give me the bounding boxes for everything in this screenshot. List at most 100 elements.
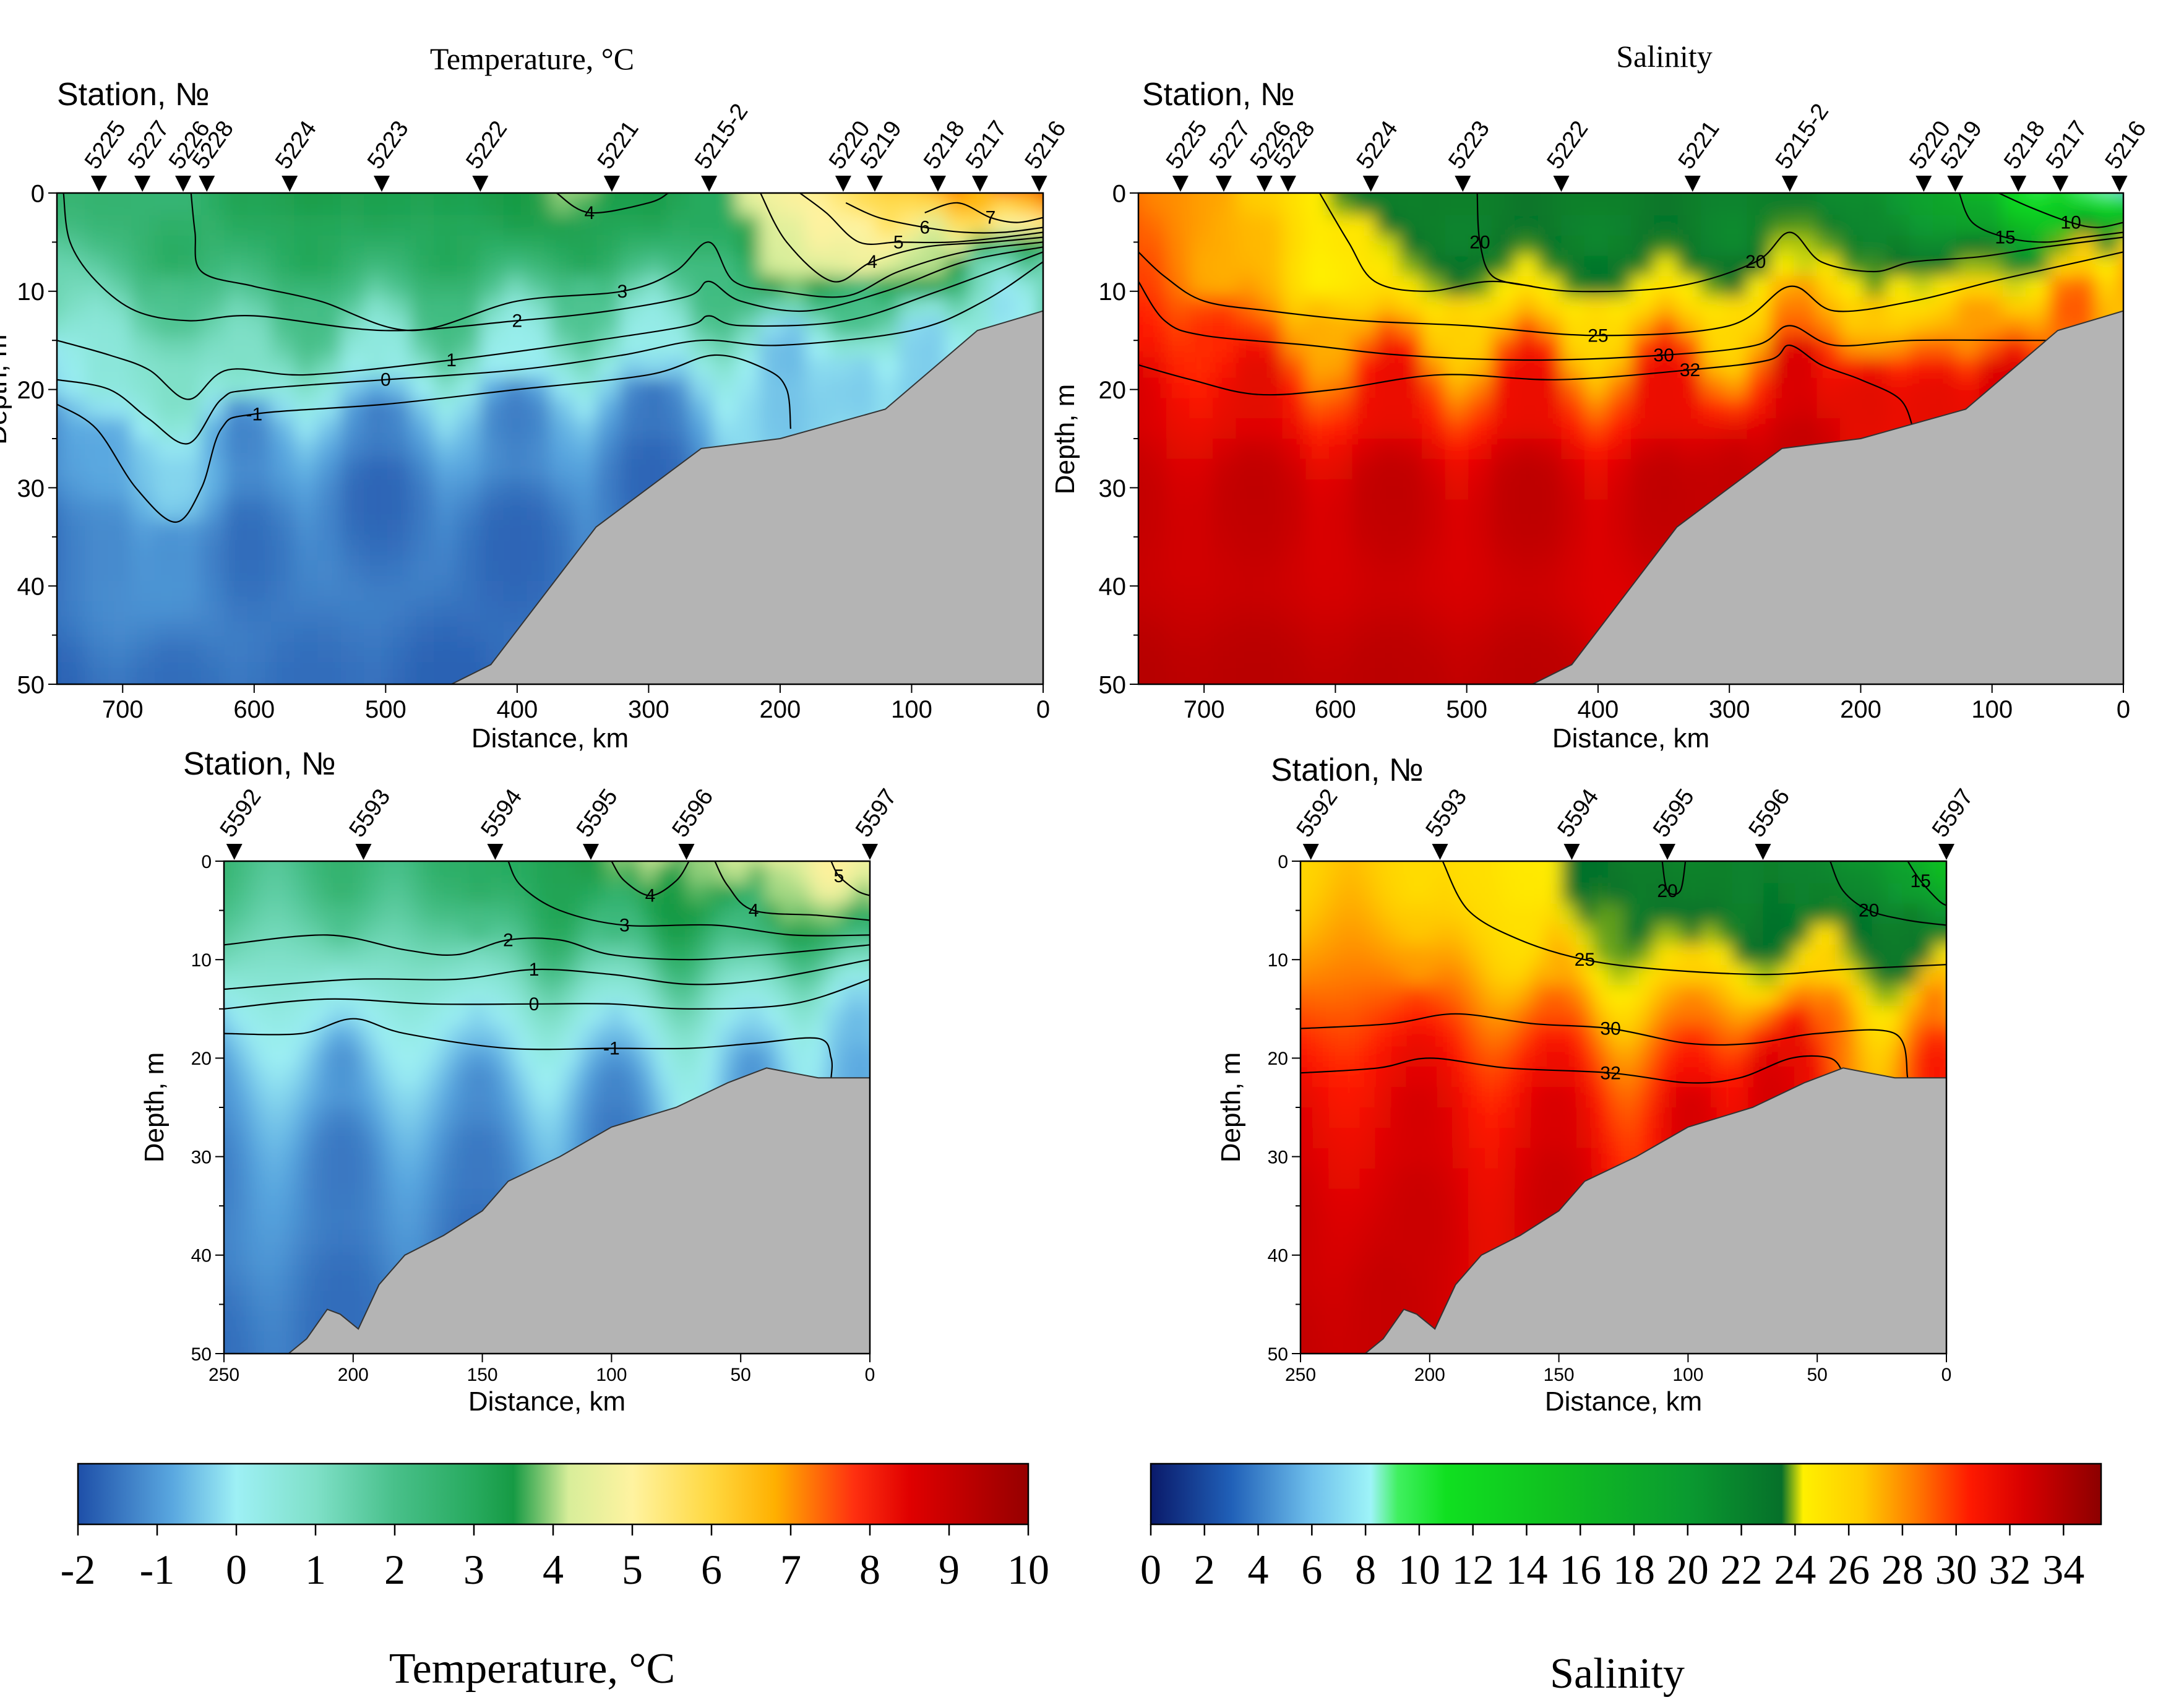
field-cell — [1305, 458, 1330, 480]
field-cell — [1933, 193, 1957, 195]
field-cell — [1344, 1087, 1361, 1108]
field-cell — [573, 235, 598, 257]
field-cell — [1138, 296, 1144, 317]
field-cell — [85, 479, 109, 500]
field-cell — [1344, 1005, 1361, 1027]
field-cell — [593, 883, 610, 904]
field-cell — [57, 215, 62, 236]
field-cell — [503, 398, 528, 419]
field-cell — [283, 944, 299, 966]
field-cell — [1421, 1127, 1438, 1149]
field-cell — [270, 398, 295, 419]
field-cell — [1344, 883, 1361, 904]
field-cell — [640, 944, 656, 966]
field-cell — [1305, 296, 1330, 317]
field-cell — [655, 985, 672, 1007]
field-cell — [434, 540, 458, 561]
field-cell — [1607, 1067, 1624, 1088]
field-cell — [1259, 580, 1283, 602]
field-cell — [1398, 662, 1422, 684]
field-cell — [550, 439, 574, 460]
field-cell — [689, 193, 714, 195]
field-cell — [1468, 861, 1485, 864]
contour-line — [611, 861, 690, 896]
field-cell — [364, 194, 388, 216]
field-cell — [1499, 1026, 1516, 1047]
field-cell — [469, 1127, 486, 1149]
field-cell — [593, 924, 610, 945]
field-cell — [1421, 1087, 1438, 1108]
field-cell — [1584, 479, 1609, 500]
field-cell — [1301, 944, 1314, 966]
field-cell — [1138, 540, 1144, 561]
field-cell — [686, 964, 703, 986]
field-cell — [1561, 520, 1585, 541]
field-cell — [1716, 1026, 1733, 1047]
field-cell — [1979, 256, 2003, 277]
x-tick-label: 500 — [365, 696, 406, 723]
field-cell — [1793, 256, 1818, 277]
field-cell — [294, 276, 319, 297]
field-cell — [1841, 964, 1857, 986]
field-cell — [267, 964, 284, 986]
field-cell — [1422, 276, 1446, 297]
field-cell — [736, 377, 760, 399]
field-cell — [423, 862, 439, 884]
field-cell — [155, 439, 179, 460]
field-cell — [364, 621, 388, 643]
field-cell — [643, 235, 667, 257]
field-cell — [1313, 1270, 1330, 1292]
field-cell — [224, 1026, 238, 1047]
field-cell — [795, 1352, 812, 1354]
field-cell — [155, 337, 179, 358]
field-cell — [1732, 862, 1748, 884]
field-cell — [1468, 520, 1492, 541]
field-cell — [364, 642, 388, 663]
field-cell — [438, 1188, 455, 1210]
field-cell — [655, 1067, 672, 1088]
x-axis-label: Distance, km — [468, 1386, 626, 1417]
field-cell — [480, 357, 504, 379]
field-cell — [329, 985, 346, 1007]
contour-label: 15 — [1911, 871, 1931, 891]
field-cell — [387, 316, 411, 338]
field-cell — [1747, 215, 1771, 236]
field-cell — [1344, 1331, 1361, 1353]
station-label: 5227 — [123, 116, 174, 174]
field-cell — [1189, 560, 1214, 582]
field-cell — [61, 621, 86, 643]
field-cell — [1138, 479, 1144, 500]
field-cell — [1236, 642, 1260, 663]
field-cell — [1390, 903, 1407, 925]
x-tick-label: 600 — [233, 696, 275, 723]
field-cell — [392, 1046, 408, 1068]
field-cell — [1770, 337, 1794, 358]
field-cell — [1491, 458, 1516, 480]
colorbar-tick-label: 0 — [1140, 1546, 1161, 1593]
field-cell — [224, 1250, 238, 1271]
field-cell — [85, 337, 109, 358]
field-cell — [1305, 601, 1330, 622]
field-cell — [1422, 296, 1446, 317]
field-cell — [1654, 418, 1678, 439]
field-cell — [1825, 1005, 1842, 1027]
field-cell — [364, 235, 388, 257]
field-cell — [1607, 193, 1632, 195]
field-cell — [1282, 883, 1298, 904]
field-cell — [2002, 256, 2027, 277]
field-cell — [1576, 1046, 1593, 1068]
field-cell — [1793, 377, 1818, 399]
field-cell — [1236, 439, 1260, 460]
field-cell — [1677, 296, 1701, 317]
field-cell — [1561, 1046, 1578, 1068]
field-cell — [480, 235, 504, 257]
field-cell — [360, 1229, 377, 1251]
field-cell — [1778, 944, 1795, 966]
field-cell — [503, 479, 528, 500]
field-cell — [1406, 1127, 1422, 1149]
field-cell — [178, 479, 202, 500]
field-cell — [410, 235, 435, 257]
field-cell — [1670, 1005, 1687, 1027]
field-cell — [500, 1127, 517, 1149]
field-cell — [376, 1148, 393, 1169]
